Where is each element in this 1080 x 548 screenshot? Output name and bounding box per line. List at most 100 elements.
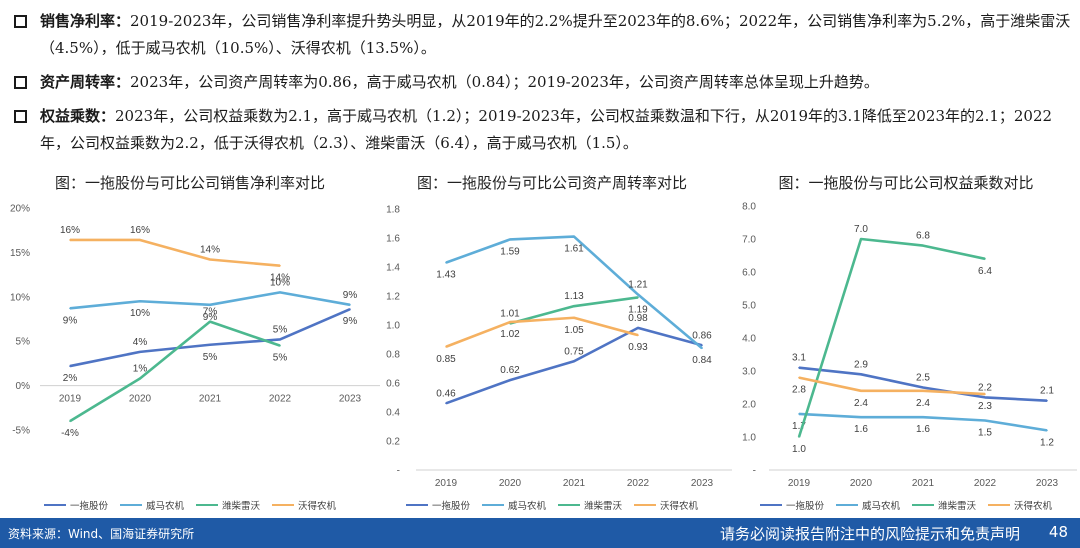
data-point — [209, 343, 211, 346]
disclaimer-link[interactable]: 请务必阅读报告附注中的风险提示和免责声明 — [719, 525, 1020, 543]
equity-multiplier-chart: 图：一拖股份与可比公司权益乘数对比 - 1.0 2.0 3.0 4.0 5.0 6.0 7.0… — [732, 172, 1080, 516]
y-tick-label: 1.2 — [386, 292, 400, 303]
legend-item: 威马农机 — [835, 498, 900, 512]
data-label: 0.46 — [436, 388, 456, 399]
legend-item: 一拖股份 — [759, 498, 824, 512]
data-point — [573, 305, 575, 307]
data-point — [509, 379, 511, 381]
legend-label: 潍柴雷沃 — [584, 501, 623, 512]
checkbox-bullet-icon — [14, 110, 27, 123]
legend-label: 一拖股份 — [69, 501, 108, 512]
data-point — [279, 338, 281, 341]
data-point — [349, 308, 351, 311]
legend-swatch — [634, 503, 657, 507]
legend-item: 潍柴雷沃 — [558, 498, 622, 512]
data-label: 16% — [130, 225, 150, 236]
y-tick-label: 0.6 — [386, 379, 400, 390]
data-label: 1.6 — [854, 424, 868, 435]
data-label: 0.85 — [436, 354, 456, 365]
legend-item: 威马农机 — [119, 498, 184, 512]
data-point — [139, 239, 141, 241]
legend-swatch — [43, 503, 66, 507]
data-point — [922, 244, 924, 247]
net-margin-plot: -5% 0% 5% 10% 15% 20% 2019 2020 2021 2022 2023 2% 4%… — [10, 204, 380, 439]
legend-label: 威马农机 — [507, 501, 546, 512]
data-label: 2.2 — [978, 382, 992, 393]
data-label: 1.05 — [564, 325, 584, 336]
legend-label: 沃得农机 — [660, 501, 699, 512]
data-label: 1.59 — [500, 246, 520, 257]
data-label: 14% — [200, 245, 220, 256]
y-tick-label: 20% — [10, 204, 30, 215]
chart-title: 图：一拖股份与可比公司权益乘数对比 — [778, 174, 1034, 192]
data-point — [69, 239, 71, 241]
y-tick-label: 5.0 — [742, 301, 756, 312]
x-tick-label: 2022 — [269, 394, 292, 405]
chart-legend: 一拖股份 威马农机 潍柴雷沃 沃得农机 — [732, 498, 1080, 512]
bullet-heading: 资产周转率： — [40, 73, 131, 91]
legend-label: 威马农机 — [145, 501, 184, 512]
y-tick-label: 2.0 — [742, 400, 756, 411]
data-point — [1046, 429, 1048, 432]
data-label: 5% — [273, 353, 288, 364]
legend-item: 潍柴雷沃 — [196, 498, 260, 512]
bullet-asset-turnover: 资产周转率：2023年，公司资产周转率为0.86，高于威马农机（0.84）；20… — [10, 69, 1072, 96]
data-label: 10% — [130, 308, 150, 319]
data-point — [573, 235, 575, 238]
data-point — [279, 344, 281, 347]
y-tick-label: 0.8 — [386, 350, 400, 361]
legend-label: 沃得农机 — [298, 501, 337, 512]
y-tick-label: 15% — [10, 248, 30, 259]
data-point — [573, 316, 575, 319]
data-label: 1.19 — [628, 304, 648, 315]
legend-swatch — [558, 503, 580, 507]
data-label: 2.1 — [1040, 386, 1054, 397]
data-label: 2.5 — [916, 373, 930, 384]
data-point — [701, 344, 703, 347]
y-tick-label: - — [397, 466, 400, 477]
x-tick-label: 2023 — [339, 394, 362, 405]
data-point — [279, 264, 281, 267]
data-label: 4% — [133, 337, 148, 348]
legend-item: 一拖股份 — [43, 498, 108, 512]
data-label: 9% — [63, 315, 78, 326]
bullet-heading: 销售净利率： — [40, 12, 131, 30]
data-label: 2% — [63, 373, 78, 384]
bullet-list: 销售净利率：2019-2023年，公司销售净利率提升势头明显，从2019年的2.… — [10, 8, 1072, 157]
data-label: 1.01 — [500, 309, 520, 320]
legend-swatch — [481, 503, 504, 507]
data-point — [445, 261, 447, 264]
legend-swatch — [759, 503, 782, 507]
legend-label: 沃得农机 — [1014, 501, 1053, 512]
chart-legend: 一拖股份 威马农机 潍柴雷沃 沃得农机 — [0, 498, 380, 512]
data-point — [69, 307, 71, 310]
series-line — [70, 238, 281, 268]
x-tick-label: 2020 — [129, 394, 152, 405]
x-tick-label: 2020 — [850, 478, 873, 489]
data-label: 9% — [203, 312, 218, 323]
data-label: 5% — [203, 352, 218, 363]
series-line — [445, 326, 703, 405]
y-tick-label: 4.0 — [742, 334, 756, 345]
data-label: 9% — [343, 290, 358, 301]
data-point — [984, 258, 986, 260]
data-point — [69, 365, 71, 367]
data-point — [445, 402, 447, 405]
data-label: 7% — [203, 307, 218, 318]
data-point — [573, 360, 575, 363]
legend-item: 一拖股份 — [405, 498, 470, 512]
y-tick-label: 3.0 — [742, 367, 756, 378]
x-tick-label: 2022 — [627, 478, 650, 489]
x-tick-label: 2019 — [435, 478, 458, 489]
chart-title: 图：一拖股份与可比公司资产周转率对比 — [416, 174, 687, 192]
x-tick-label: 2021 — [199, 394, 222, 405]
data-point — [984, 393, 986, 395]
bullet-text: 2019-2023年，公司销售净利率提升势头明显，从2019年的2.2%提升至2… — [40, 12, 1071, 57]
data-point — [922, 416, 924, 418]
chart-legend: 一拖股份 威马农机 潍柴雷沃 沃得农机 — [372, 498, 732, 512]
data-label: -4% — [61, 428, 79, 439]
bullet-heading: 权益乘数： — [40, 107, 116, 125]
data-point — [798, 413, 800, 415]
data-label: 1.02 — [500, 329, 520, 340]
data-point — [209, 258, 211, 261]
